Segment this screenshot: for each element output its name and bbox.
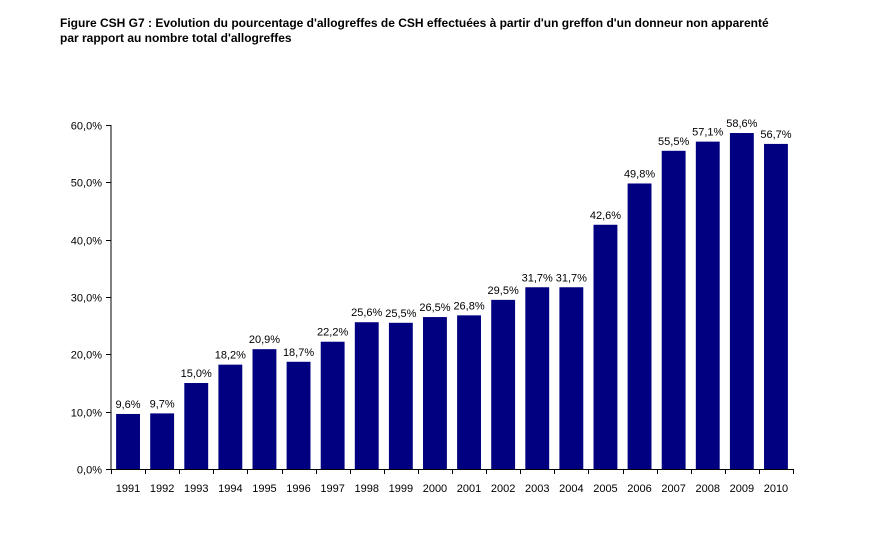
- bar-2001: [457, 315, 481, 469]
- data-label-1992: 9,7%: [150, 398, 175, 410]
- bar-1992: [150, 413, 175, 469]
- x-tick-label-2010: 2010: [764, 483, 788, 495]
- y-tick-label: 0,0%: [77, 465, 102, 477]
- x-tick-label-2007: 2007: [661, 483, 685, 495]
- x-tick-label-2001: 2001: [457, 483, 481, 495]
- data-label-1991: 9,6%: [116, 399, 141, 411]
- chart-title-line-2: par rapport au nombre total d'allogreffe…: [60, 31, 292, 45]
- data-label-1997: 22,2%: [317, 327, 348, 339]
- x-tick-label-2009: 2009: [730, 483, 754, 495]
- data-label-1996: 18,7%: [283, 347, 314, 359]
- bar-2003: [525, 287, 550, 469]
- x-tick-label-2006: 2006: [627, 483, 651, 495]
- data-label-2006: 49,8%: [624, 168, 655, 180]
- y-tick-label: 50,0%: [71, 178, 102, 190]
- data-label-2001: 26,8%: [453, 300, 484, 312]
- x-tick-label-2008: 2008: [696, 483, 720, 495]
- data-label-1999: 25,5%: [385, 308, 416, 320]
- x-tick-label-1993: 1993: [184, 483, 208, 495]
- chart-title-line-1: Figure CSH G7 : Evolution du pourcentage…: [60, 16, 769, 30]
- bar-2004: [559, 287, 584, 469]
- bar-2010: [764, 143, 788, 470]
- bar-2008: [695, 141, 720, 470]
- y-tick-label: 60,0%: [71, 121, 102, 133]
- x-tick-label-2002: 2002: [491, 483, 515, 495]
- y-tick-label: 40,0%: [71, 236, 102, 248]
- bar-1993: [184, 383, 209, 469]
- y-tick-label: 30,0%: [71, 293, 102, 305]
- data-label-1994: 18,2%: [215, 350, 246, 362]
- bar-2009: [729, 133, 754, 469]
- chart-title: Figure CSH G7 : Evolution du pourcentage…: [60, 16, 860, 46]
- data-labels: 9,6% 9,7% 15,0%18,2%20,9%18,7%22,2%25,6% 25…: [116, 118, 792, 411]
- data-label-1998: 25,6%: [351, 307, 382, 319]
- x-tick-label-2000: 2000: [423, 483, 447, 495]
- data-label-2002: 29,5%: [488, 285, 519, 297]
- x-tick-label-2005: 2005: [593, 483, 617, 495]
- bar-2007: [661, 150, 686, 470]
- x-tick-label-1994: 1994: [218, 483, 242, 495]
- x-tick-label-1992: 1992: [150, 483, 174, 495]
- data-label-1995: 20,9%: [249, 334, 280, 346]
- x-tick-label-1998: 1998: [355, 483, 379, 495]
- y-tick-label: 20,0%: [71, 350, 102, 362]
- x-tick-label-1995: 1995: [252, 483, 276, 495]
- data-label-2008: 57,1%: [692, 127, 723, 139]
- bars: [116, 133, 788, 470]
- bar-1996: [286, 361, 311, 469]
- data-label-2010: 56,7%: [760, 129, 791, 141]
- x-tick-label-1991: 1991: [116, 483, 140, 495]
- data-label-2007: 55,5%: [658, 136, 689, 148]
- bar-1999: [388, 322, 413, 469]
- bar-1994: [218, 364, 243, 469]
- bar-2000: [423, 317, 447, 469]
- data-label-2000: 26,5%: [419, 302, 450, 314]
- x-tick-label-1997: 1997: [320, 483, 344, 495]
- x-axis: 1991 1992 1993 1994 1995 1996 1997 1998 1999 2000…: [111, 469, 794, 495]
- data-label-2005: 42,6%: [590, 210, 621, 222]
- data-label-2009: 58,6%: [726, 118, 757, 130]
- data-label-2004: 31,7%: [556, 272, 587, 284]
- y-axis: 0,0% 10,0% 20,0% 30,0% 40,0% 50,0% 60,0%: [71, 121, 112, 477]
- x-tick-label-2003: 2003: [525, 483, 549, 495]
- data-label-2003: 31,7%: [522, 272, 553, 284]
- bar-2006: [627, 183, 652, 470]
- x-tick-label-1996: 1996: [286, 483, 310, 495]
- bar-1991: [116, 413, 140, 469]
- y-tick-label: 10,0%: [71, 408, 102, 420]
- x-tick-label-1999: 1999: [389, 483, 413, 495]
- data-label-1993: 15,0%: [181, 368, 212, 380]
- bar-1998: [354, 322, 379, 469]
- bar-2005: [593, 224, 618, 469]
- x-tick-label-2004: 2004: [559, 483, 583, 495]
- bar-2002: [491, 299, 516, 469]
- bar-1995: [252, 349, 277, 469]
- bar-1997: [320, 341, 345, 469]
